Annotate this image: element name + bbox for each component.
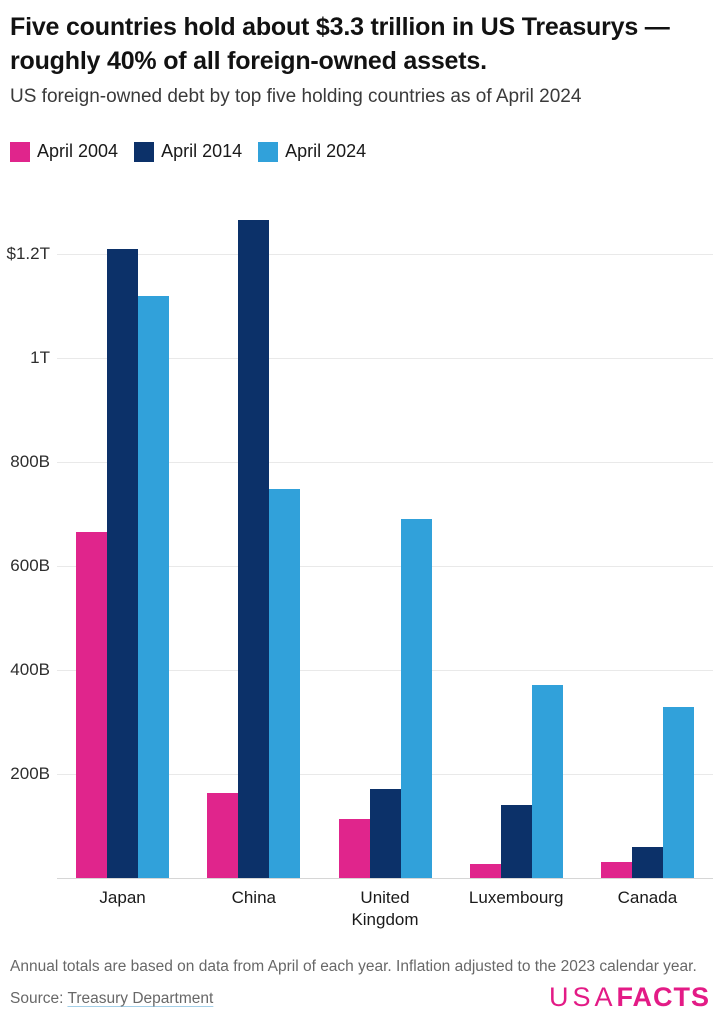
x-axis-label-luxembourg: Luxembourg	[468, 888, 564, 907]
page-title: Five countries hold about $3.3 trillion …	[10, 10, 716, 78]
bar-china-april-2024	[269, 489, 301, 878]
bar-united-kingdom-april-2024	[400, 519, 432, 878]
source-link[interactable]: Treasury Department	[67, 990, 214, 1007]
y-axis-tick-label: 800B	[10, 451, 50, 471]
gridline-800b	[57, 461, 713, 463]
gridline-1t	[57, 357, 713, 359]
chart-footnote: Annual totals are based on data from Apr…	[10, 958, 697, 975]
bar-japan-april-2004	[76, 532, 108, 878]
x-axis-baseline	[57, 878, 713, 879]
chart-header: Five countries hold about $3.3 trillion …	[10, 10, 716, 109]
legend-item-april-2014: April 2014	[134, 141, 242, 162]
x-axis-label-japan: Japan	[99, 888, 146, 907]
chart-subtitle: US foreign-owned debt by top five holdin…	[10, 86, 582, 107]
gridline-200b	[57, 773, 713, 775]
source-row: Source: Treasury Department	[10, 990, 213, 1008]
chart-legend: April 2004 April 2014 April 2024	[10, 141, 382, 162]
bar-united-kingdom-april-2004	[338, 819, 370, 878]
bar-canada-april-2014	[631, 846, 663, 878]
x-axis-label-united-kingdom: United Kingdom	[351, 888, 419, 929]
bar-luxembourg-april-2024	[531, 685, 563, 878]
bar-japan-april-2024	[138, 296, 170, 878]
legend-swatch	[258, 141, 279, 162]
source-label: Source:	[10, 990, 68, 1007]
usafacts-logo[interactable]: USAFACTS	[549, 982, 710, 1013]
gridline-400b	[57, 669, 713, 671]
bar-japan-april-2014	[107, 248, 139, 878]
title-line-1: Five countries hold about $3.3 trillion …	[10, 13, 670, 41]
bar-luxembourg-april-2014	[500, 805, 532, 878]
gridline-600b	[57, 565, 713, 567]
legend-swatch	[134, 141, 155, 162]
legend-label: April 2004	[37, 141, 119, 161]
bar-luxembourg-april-2004	[469, 864, 501, 878]
y-axis-tick-label: 400B	[10, 659, 50, 679]
bar-united-kingdom-april-2014	[369, 789, 401, 878]
legend-item-april-2004: April 2004	[10, 141, 118, 162]
bar-china-april-2004	[207, 792, 239, 878]
usafacts-logo-usa: USA	[548, 982, 617, 1012]
legend-swatch	[10, 141, 30, 162]
legend-label: April 2024	[285, 141, 367, 161]
x-axis-label-china: China	[231, 888, 276, 907]
title-line-2: roughly 40% of all foreign-owned assets.	[10, 47, 487, 75]
legend-item-april-2024: April 2024	[258, 141, 366, 162]
y-axis-tick-label: $1.2T	[6, 243, 50, 263]
y-axis-tick-label: 1T	[30, 347, 50, 367]
x-axis-label-canada: Canada	[617, 888, 678, 907]
y-axis-tick-label: 600B	[10, 555, 50, 575]
y-axis-tick-label: 200B	[10, 763, 50, 783]
bar-canada-april-2024	[662, 706, 694, 878]
gridline-1.2t	[57, 253, 713, 255]
usafacts-logo-facts: FACTS	[616, 982, 710, 1012]
bar-canada-april-2004	[600, 861, 632, 878]
bar-china-april-2014	[238, 220, 270, 878]
legend-label: April 2014	[161, 141, 243, 161]
